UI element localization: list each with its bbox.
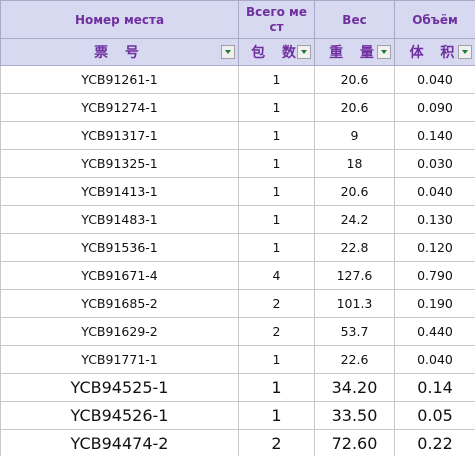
header-text: 重 量 bbox=[329, 45, 380, 61]
data-cell: 9 bbox=[314, 121, 395, 150]
data-cell: 1 bbox=[238, 401, 315, 430]
header-cell: Номер места bbox=[0, 0, 239, 39]
data-cell: 1 bbox=[238, 177, 315, 206]
data-cell: YCB91629-2 bbox=[0, 317, 239, 346]
data-cell: 0.040 bbox=[394, 177, 475, 206]
header-cell: 体 积 bbox=[394, 38, 475, 66]
data-cell: 1 bbox=[238, 205, 315, 234]
filter-button[interactable] bbox=[221, 45, 235, 59]
data-row: YCB91483-1 1 24.2 0.130 bbox=[0, 205, 475, 234]
data-cell: 101.3 bbox=[314, 289, 395, 318]
data-cell: 1 bbox=[238, 93, 315, 122]
data-row: YCB91629-2 2 53.7 0.440 bbox=[0, 317, 475, 346]
data-cell: YCB91261-1 bbox=[0, 65, 239, 94]
data-cell: 0.14 bbox=[394, 373, 475, 402]
data-cell: 2 bbox=[238, 289, 315, 318]
data-cell: 72.60 bbox=[314, 429, 395, 456]
data-cell: 24.2 bbox=[314, 205, 395, 234]
data-cell: YCB91413-1 bbox=[0, 177, 239, 206]
data-cell: YCB91483-1 bbox=[0, 205, 239, 234]
data-row: YCB91771-1 1 22.6 0.040 bbox=[0, 345, 475, 374]
data-cell: 1 bbox=[238, 345, 315, 374]
header-text: 体 积 bbox=[409, 45, 461, 61]
header-cell: Всего мест bbox=[238, 0, 315, 39]
data-cell: 0.130 bbox=[394, 205, 475, 234]
data-cell: YCB91274-1 bbox=[0, 93, 239, 122]
data-cell: YCB91325-1 bbox=[0, 149, 239, 178]
header-cell: 重 量 bbox=[314, 38, 395, 66]
data-cell: 0.140 bbox=[394, 121, 475, 150]
header-cell: Вес bbox=[314, 0, 395, 39]
data-cell: YCB91536-1 bbox=[0, 233, 239, 262]
data-cell: 1 bbox=[238, 373, 315, 402]
data-cell: 0.22 bbox=[394, 429, 475, 456]
header-row: Номер места Всего мест Вес Объём bbox=[0, 0, 475, 39]
data-cell: 20.6 bbox=[314, 93, 395, 122]
data-row: YCB91317-1 1 9 0.140 bbox=[0, 121, 475, 150]
data-row: YCB91274-1 1 20.6 0.090 bbox=[0, 93, 475, 122]
data-row: YCB91536-1 1 22.8 0.120 bbox=[0, 233, 475, 262]
data-cell: 22.8 bbox=[314, 233, 395, 262]
data-cell: 33.50 bbox=[314, 401, 395, 430]
data-row: YCB91261-1 1 20.6 0.040 bbox=[0, 65, 475, 94]
data-cell: 20.6 bbox=[314, 65, 395, 94]
filter-button[interactable] bbox=[297, 45, 311, 59]
data-cell: YCB91317-1 bbox=[0, 121, 239, 150]
data-cell: 18 bbox=[314, 149, 395, 178]
header-text: 包 数 bbox=[251, 45, 302, 61]
data-row: YCB94474-2 2 72.60 0.22 bbox=[0, 429, 475, 456]
data-cell: 0.040 bbox=[394, 65, 475, 94]
data-row: YCB94526-1 1 33.50 0.05 bbox=[0, 401, 475, 430]
data-cell: YCB94526-1 bbox=[0, 401, 239, 430]
data-row: YCB91413-1 1 20.6 0.040 bbox=[0, 177, 475, 206]
header-cell: Объём bbox=[394, 0, 475, 39]
data-row: YCB91671-4 4 127.6 0.790 bbox=[0, 261, 475, 290]
data-cell: YCB94525-1 bbox=[0, 373, 239, 402]
data-cell: 22.6 bbox=[314, 345, 395, 374]
data-cell: 0.090 bbox=[394, 93, 475, 122]
data-cell: 0.440 bbox=[394, 317, 475, 346]
header-cell: 票 号 bbox=[0, 38, 239, 66]
data-cell: YCB94474-2 bbox=[0, 429, 239, 456]
header-cell: 包 数 bbox=[238, 38, 315, 66]
data-cell: 0.190 bbox=[394, 289, 475, 318]
data-cell: 0.120 bbox=[394, 233, 475, 262]
filter-button[interactable] bbox=[377, 45, 391, 59]
data-cell: 0.030 bbox=[394, 149, 475, 178]
data-cell: 53.7 bbox=[314, 317, 395, 346]
header-row: 票 号 包 数 重 量 体 积 bbox=[0, 38, 475, 66]
data-cell: YCB91685-2 bbox=[0, 289, 239, 318]
data-cell: 34.20 bbox=[314, 373, 395, 402]
data-cell: 20.6 bbox=[314, 177, 395, 206]
data-cell: 4 bbox=[238, 261, 315, 290]
data-cell: 1 bbox=[238, 121, 315, 150]
data-cell: 0.05 bbox=[394, 401, 475, 430]
header-text: 票 号 bbox=[94, 45, 145, 61]
data-row: YCB91325-1 1 18 0.030 bbox=[0, 149, 475, 178]
data-cell: YCB91771-1 bbox=[0, 345, 239, 374]
data-cell: YCB91671-4 bbox=[0, 261, 239, 290]
data-cell: 1 bbox=[238, 233, 315, 262]
data-row: YCB94525-1 1 34.20 0.14 bbox=[0, 373, 475, 402]
data-cell: 127.6 bbox=[314, 261, 395, 290]
data-cell: 0.040 bbox=[394, 345, 475, 374]
data-cell: 1 bbox=[238, 65, 315, 94]
data-row: YCB91685-2 2 101.3 0.190 bbox=[0, 289, 475, 318]
data-cell: 1 bbox=[238, 149, 315, 178]
data-cell: 2 bbox=[238, 317, 315, 346]
data-cell: 2 bbox=[238, 429, 315, 456]
data-cell: 0.790 bbox=[394, 261, 475, 290]
filter-button[interactable] bbox=[458, 45, 472, 59]
